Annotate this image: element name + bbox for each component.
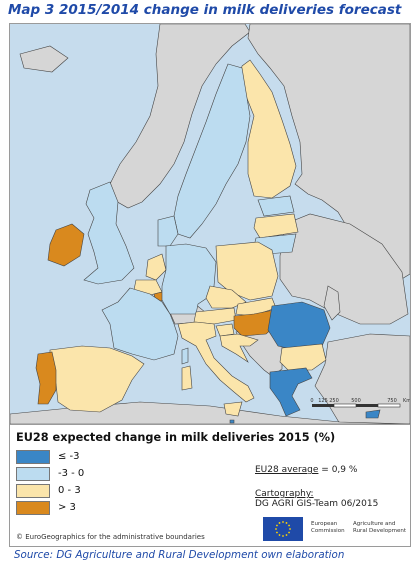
logo-text-line: European — [311, 521, 338, 527]
legend-panel: EU28 expected change in milk deliveries … — [9, 425, 411, 547]
scale-tick-label: 125 — [318, 398, 328, 404]
country-greece — [269, 367, 313, 417]
legend-title: EU28 expected change in milk deliveries … — [16, 431, 336, 444]
legend-swatch — [16, 450, 50, 464]
country-bulgaria — [279, 343, 327, 371]
map-frame: 0 125 250 500 750 Km — [9, 23, 411, 425]
eu-average-value: = 0,9 % — [318, 465, 358, 475]
non-eu-land — [10, 24, 410, 424]
scale-unit-label: Km — [403, 398, 410, 404]
country-cyprus — [365, 409, 381, 419]
scale-tick-label: 0 — [310, 398, 313, 404]
norway-shape — [109, 24, 251, 209]
legend-label: 0 - 3 — [58, 485, 81, 496]
eu-average: EU28 average = 0,9 % — [255, 465, 357, 475]
eu-countries — [35, 59, 381, 424]
country-estonia — [257, 195, 295, 217]
cartography-credit: Cartography: DG AGRI GIS-Team 06/2015 — [255, 489, 378, 509]
country-italy-sardinia — [181, 365, 193, 391]
eu-flag-star — [275, 528, 277, 530]
scale-tick-label: 250 — [329, 398, 339, 404]
scale-tick-label: 500 — [351, 398, 361, 404]
eu-flag-star — [276, 531, 278, 534]
country-italy-sicily — [223, 401, 243, 417]
eu-flag-icon — [263, 517, 303, 541]
legend-label: > 3 — [58, 502, 76, 513]
moldova-shape — [323, 285, 341, 321]
europe-map: 0 125 250 500 750 Km — [10, 24, 410, 424]
country-france-corsica — [181, 347, 189, 365]
eu-flag-star — [285, 522, 288, 524]
country-croatia — [219, 333, 259, 363]
scale-bar-segment — [333, 403, 357, 408]
scale-bar: 0 125 250 500 750 Km — [310, 398, 410, 408]
country-ireland — [47, 223, 85, 267]
logo-text-line: Rural Development — [353, 528, 406, 534]
belarus-ukraine-shape — [279, 213, 409, 325]
country-denmark — [157, 215, 179, 247]
eu-flag-star — [288, 531, 290, 534]
country-austria — [193, 307, 237, 325]
country-france — [101, 287, 179, 361]
country-malta — [229, 419, 235, 424]
scale-bar-segment — [356, 404, 378, 407]
eu-flag-star — [278, 534, 281, 536]
country-slovenia — [215, 323, 235, 337]
country-poland — [215, 241, 279, 301]
eu-flag-star — [289, 528, 291, 530]
turkey-shape — [314, 333, 410, 424]
eu-flag-star — [282, 521, 284, 523]
cartography-label: Cartography: — [255, 489, 314, 499]
logo-text: European Commission — [311, 521, 345, 535]
legend-label: -3 - 0 — [58, 468, 85, 479]
logo-text-line: Commission — [311, 528, 345, 534]
legend-label: ≤ -3 — [58, 451, 80, 462]
country-sweden — [173, 63, 251, 239]
european-commission-logo: European Commission Agriculture and Rura… — [263, 515, 406, 541]
eu-flag-star — [285, 534, 288, 536]
scale-tick-label: 750 — [387, 398, 397, 404]
country-germany — [161, 243, 217, 315]
cartography-value: DG AGRI GIS-Team 06/2015 — [255, 499, 379, 509]
country-italy — [177, 321, 255, 403]
logo-text-dg: Agriculture and Rural Development — [353, 521, 406, 535]
source-note: Source: DG Agriculture and Rural Develop… — [14, 549, 345, 561]
scale-bar-segment — [377, 403, 401, 408]
eu-flag-star — [276, 524, 278, 527]
country-romania — [267, 301, 331, 351]
map-title: Map 3 2015/2014 change in milk deliverie… — [8, 2, 402, 18]
scale-bar-segment — [312, 404, 334, 407]
country-latvia — [253, 213, 299, 239]
iceland-shape — [19, 45, 69, 73]
logo-text-line: Agriculture and — [353, 521, 396, 527]
legend-swatch — [16, 467, 50, 481]
eu-flag-star — [278, 522, 281, 524]
country-netherlands — [145, 253, 167, 281]
country-united-kingdom — [83, 181, 135, 285]
legend-swatch — [16, 484, 50, 498]
legend-swatch — [16, 501, 50, 515]
copyright-note: © EuroGeographics for the administrative… — [16, 533, 205, 541]
country-finland — [239, 59, 297, 199]
country-portugal — [35, 351, 57, 405]
eu-flag-star — [288, 524, 290, 527]
eu-flag-star — [282, 535, 284, 537]
eu-average-label: EU28 average — [255, 465, 319, 475]
